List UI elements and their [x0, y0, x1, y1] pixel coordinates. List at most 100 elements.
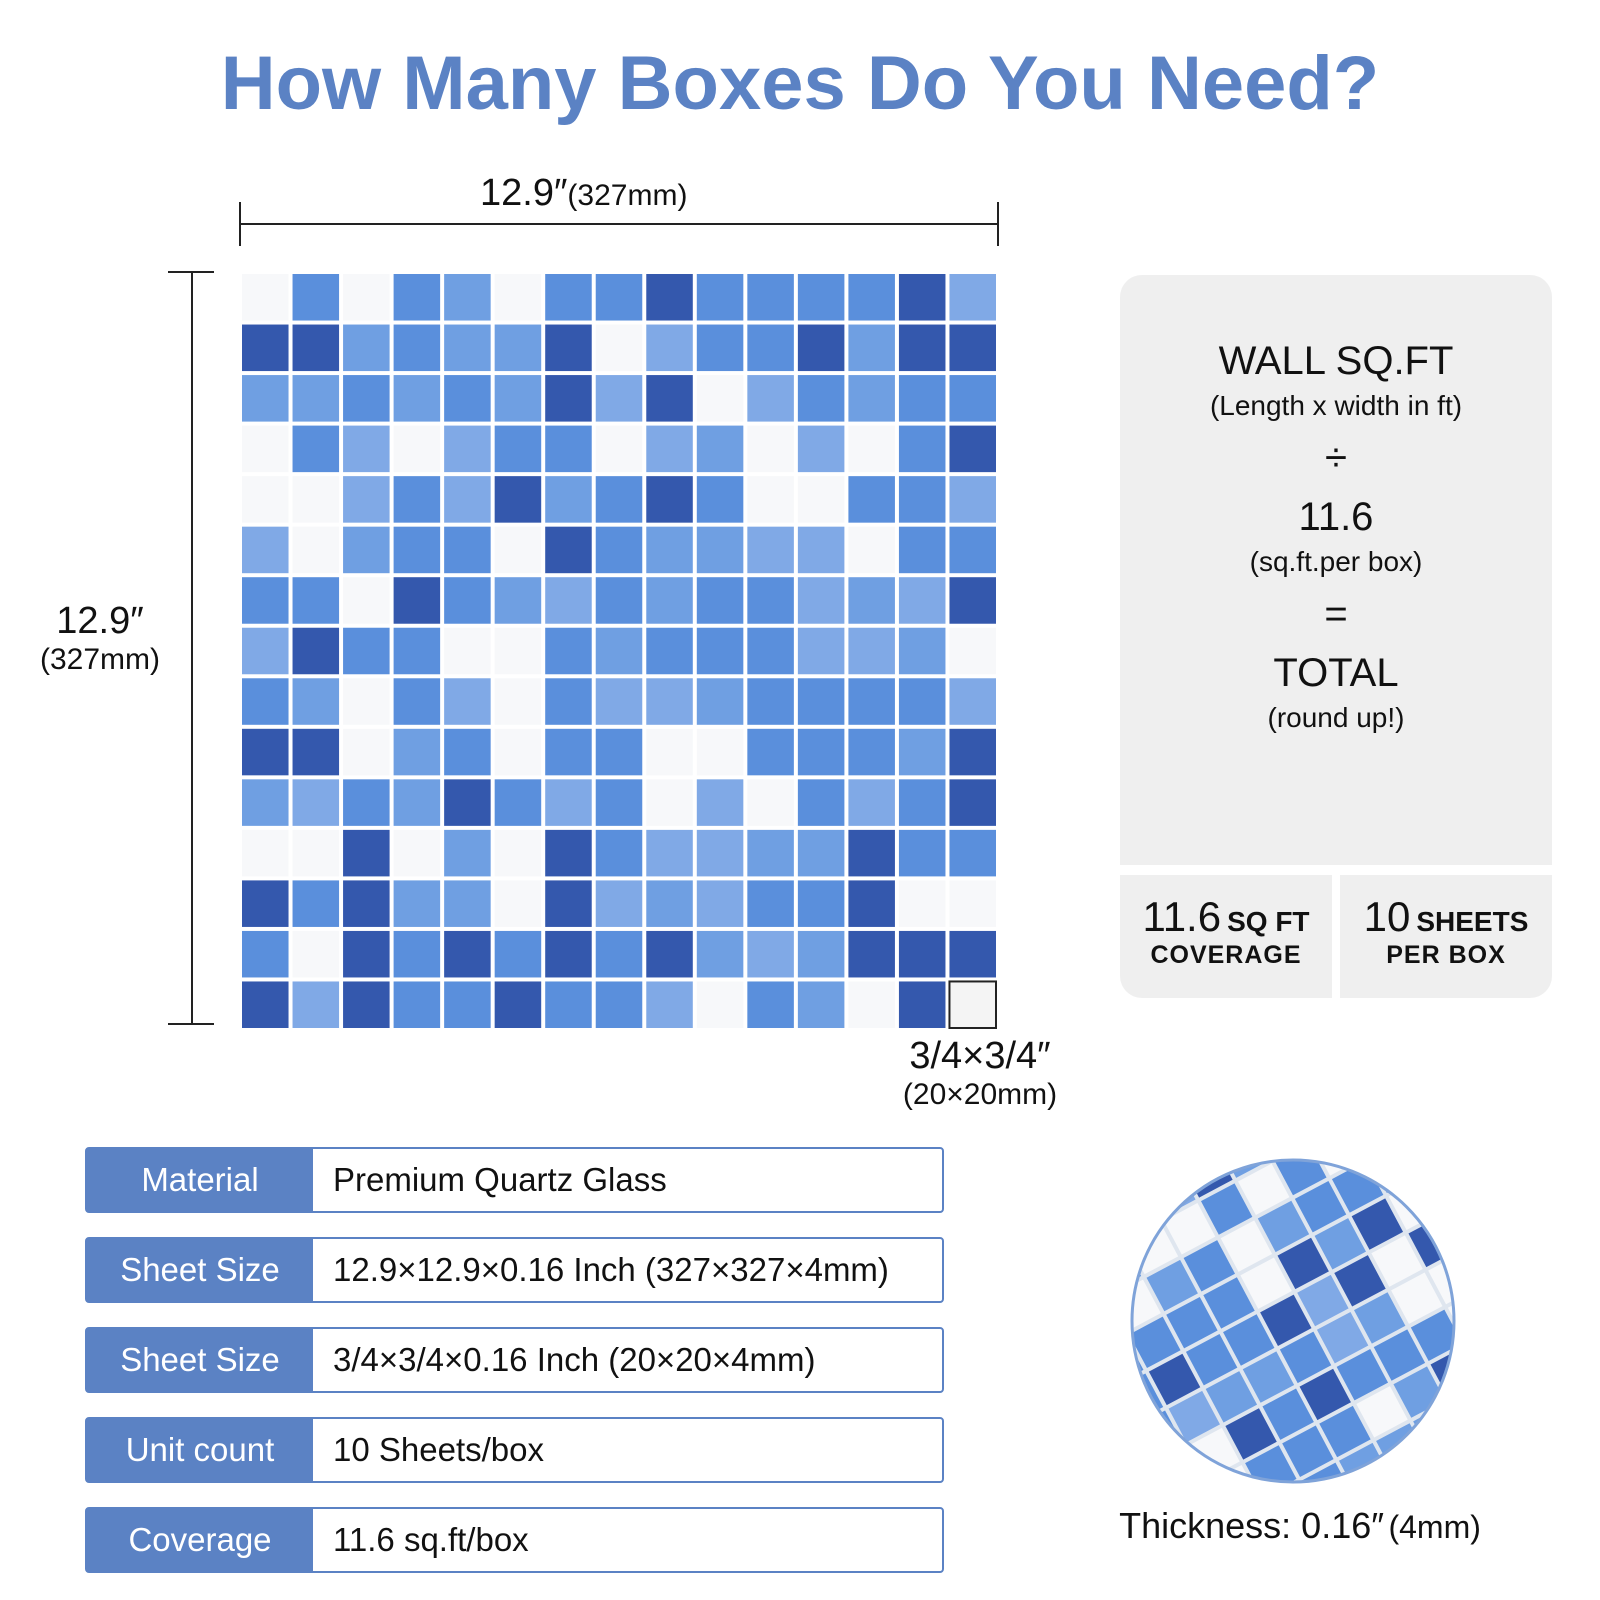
spec-row: Sheet Size 12.9×12.9×0.16 Inch (327×327×4… — [85, 1237, 944, 1303]
tile — [646, 577, 693, 624]
tile — [494, 779, 542, 826]
tile — [1487, 1364, 1538, 1415]
tile — [848, 930, 895, 978]
tile — [646, 627, 693, 675]
tile — [444, 981, 491, 1028]
tile — [948, 980, 998, 1030]
tile — [1205, 1371, 1258, 1423]
tile — [1367, 1048, 1418, 1099]
tile — [494, 880, 542, 927]
tile — [545, 577, 592, 624]
tile — [747, 829, 794, 877]
tile — [343, 577, 390, 624]
tile — [797, 375, 845, 422]
tile — [898, 375, 946, 422]
tile — [1356, 1386, 1408, 1438]
tile — [343, 425, 390, 473]
tile — [1262, 1388, 1314, 1440]
spec-label: Sheet Size — [87, 1329, 313, 1391]
tile — [545, 526, 592, 574]
tile — [1544, 1381, 1595, 1432]
tile — [898, 425, 946, 473]
tile — [393, 324, 441, 372]
tile — [848, 678, 895, 725]
tile — [494, 526, 542, 574]
tile — [949, 577, 996, 624]
tile — [595, 930, 643, 978]
tile — [292, 324, 340, 372]
tile — [1386, 1085, 1437, 1136]
tile — [494, 678, 542, 725]
tile — [242, 324, 289, 372]
tile — [1465, 1233, 1516, 1284]
tile — [1354, 1292, 1406, 1344]
mosaic-sheet — [242, 274, 998, 1030]
tile — [1132, 1316, 1181, 1369]
tile — [898, 577, 946, 624]
tile — [292, 880, 340, 927]
tile — [595, 476, 643, 523]
tile — [747, 425, 794, 473]
tile — [797, 577, 845, 624]
tile — [797, 930, 845, 978]
tile — [292, 678, 340, 725]
tile — [545, 678, 592, 725]
tile — [343, 375, 390, 422]
tile — [242, 728, 289, 776]
tile — [242, 981, 289, 1028]
tile — [949, 526, 996, 574]
tile — [444, 627, 491, 675]
height-inches: 12.9″ — [56, 600, 144, 642]
tile — [494, 728, 542, 776]
tile — [1297, 1274, 1349, 1327]
tile — [494, 476, 542, 523]
tile — [242, 678, 289, 725]
tile — [343, 880, 390, 927]
tile — [747, 779, 794, 826]
spec-value: 12.9×12.9×0.16 Inch (327×327×4mm) — [333, 1251, 889, 1288]
spec-value: 3/4×3/4×0.16 Inch (20×20×4mm) — [333, 1341, 816, 1378]
spec-value: Premium Quartz Glass — [333, 1161, 667, 1198]
stat-number: 11.6 — [1142, 893, 1222, 940]
tile — [1279, 1331, 1332, 1384]
tile — [1277, 1237, 1329, 1290]
tile — [646, 930, 693, 978]
tile — [949, 880, 996, 927]
tile — [595, 981, 643, 1028]
tile — [1445, 1196, 1454, 1248]
tile — [848, 425, 895, 473]
tile — [848, 728, 895, 776]
tile — [1330, 1067, 1381, 1118]
tile — [1334, 1255, 1386, 1307]
tile — [797, 728, 845, 776]
tile — [1223, 1314, 1275, 1366]
tile — [242, 526, 289, 574]
tile — [646, 375, 693, 422]
tile — [696, 274, 744, 321]
tile — [1336, 1349, 1389, 1401]
spec-label: Unit count — [87, 1419, 313, 1481]
tile — [646, 425, 693, 473]
tile — [444, 425, 491, 473]
tile — [393, 728, 441, 776]
stat-unit: SQ FT — [1227, 906, 1310, 937]
tile — [696, 375, 744, 422]
tile — [292, 375, 340, 422]
width-inches: 12.9″ — [480, 172, 568, 214]
tile — [444, 274, 491, 321]
title: How Many Boxes Do You Need? — [220, 41, 1380, 126]
tile — [545, 627, 592, 675]
tile — [696, 425, 744, 473]
tile — [1225, 1408, 1277, 1460]
tile — [444, 930, 491, 978]
tile — [848, 375, 895, 422]
tile — [393, 425, 441, 473]
tile — [1242, 1351, 1295, 1403]
tile — [1373, 1329, 1426, 1381]
spec-label: Material — [87, 1149, 313, 1211]
tile — [898, 678, 946, 725]
tile — [797, 880, 845, 927]
tile — [797, 274, 845, 321]
thickness: Thickness: 0.16″ (4mm) — [1090, 1505, 1510, 1547]
tile — [393, 678, 441, 725]
